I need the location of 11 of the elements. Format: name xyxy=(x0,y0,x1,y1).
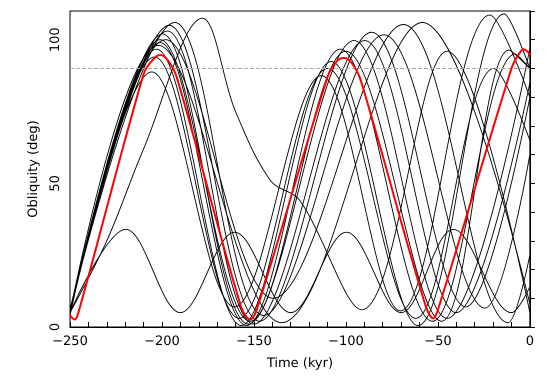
x-tick-label: −150 xyxy=(236,334,272,349)
y-tick-label: 100 xyxy=(48,27,63,52)
y-axis-title: Obliquity (deg) xyxy=(26,120,41,218)
x-tick-label: 0 xyxy=(526,334,534,349)
x-tick-label: −50 xyxy=(424,334,452,349)
x-axis-title: Time (kyr) xyxy=(266,356,334,371)
x-tick-label: −100 xyxy=(328,334,364,349)
y-tick-label: 0 xyxy=(48,322,63,332)
x-tick-label: −200 xyxy=(144,334,180,349)
x-tick-label: −250 xyxy=(52,334,88,349)
y-tick-label: 50 xyxy=(48,175,63,192)
